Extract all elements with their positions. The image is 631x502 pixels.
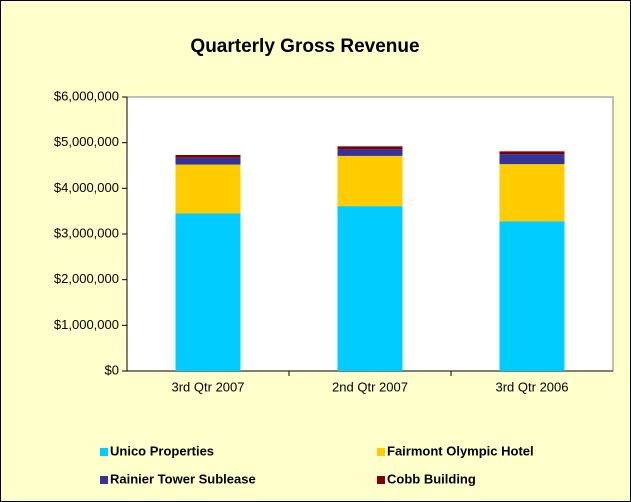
bar-segment [337,149,403,156]
legend-label: Cobb Building [387,471,476,486]
legend-label: Unico Properties [110,443,214,458]
x-tick-label: 3rd Qtr 2006 [496,379,569,394]
bar-segment [499,154,565,165]
bar-segment [499,221,565,371]
chart-title: Quarterly Gross Revenue [190,36,419,57]
legend-swatch [100,476,108,484]
y-tick-label: $0 [105,362,119,377]
y-tick-label: $2,000,000 [54,271,119,286]
bar-segment [175,157,241,165]
bar-segment [337,146,403,150]
x-tick-label: 3rd Qtr 2007 [172,379,245,394]
bar-segment [499,151,565,155]
legend-label: Fairmont Olympic Hotel [387,443,534,458]
y-tick-label: $3,000,000 [54,225,119,240]
legend-swatch [100,448,108,456]
legend-label: Rainier Tower Sublease [110,471,256,486]
bar-segment [337,155,403,207]
bar-segment [499,164,565,222]
legend-swatch [377,448,385,456]
bar-segment [175,213,241,371]
y-tick-label: $5,000,000 [54,134,119,149]
x-tick-label: 2nd Qtr 2007 [332,379,408,394]
y-tick-label: $4,000,000 [54,180,119,195]
bar-segment [175,154,241,158]
bar-segment [337,206,403,371]
y-tick-label: $1,000,000 [54,317,119,332]
y-tick-label: $6,000,000 [54,88,119,103]
bar-segment [175,164,241,214]
legend-swatch [377,476,385,484]
